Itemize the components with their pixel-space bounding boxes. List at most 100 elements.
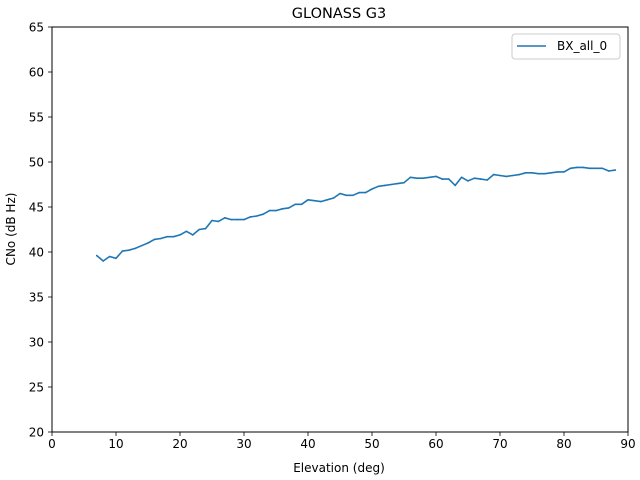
data-point: [217, 220, 220, 223]
x-tick-label: 40: [300, 437, 315, 451]
y-tick-label: 25: [29, 381, 44, 395]
data-point: [556, 171, 559, 173]
y-tick-label: 55: [29, 111, 44, 125]
plot-frame: [51, 26, 629, 433]
data-point: [563, 171, 565, 173]
data-point: [499, 174, 501, 177]
y-axis: 20 25 30 35 40 45 50 55 60 65: [29, 21, 52, 440]
data-point: [537, 172, 540, 175]
data-point: [454, 184, 457, 187]
data-point: [198, 228, 200, 231]
data-point: [102, 260, 104, 262]
data-point: [588, 167, 591, 170]
x-tick-label: 70: [492, 437, 507, 451]
data-point: [441, 178, 444, 180]
data-point: [595, 167, 597, 170]
data-point: [294, 203, 297, 206]
y-tick-label: 45: [29, 201, 44, 215]
data-point: [185, 230, 188, 233]
y-tick-label: 65: [29, 21, 44, 35]
data-point: [403, 181, 405, 184]
data-point: [544, 172, 546, 175]
data-point: [281, 208, 284, 210]
y-tick-label: 40: [29, 246, 44, 260]
data-point: [243, 218, 245, 221]
data-point: [582, 166, 584, 169]
data-point: [211, 219, 213, 222]
plot-area: [51, 26, 629, 433]
data-point: [505, 175, 508, 178]
data-point: [390, 183, 393, 186]
data-point: [300, 203, 303, 206]
y-tick-label: 50: [29, 156, 44, 170]
data-point: [313, 199, 316, 202]
data-point: [320, 200, 322, 203]
data-point: [288, 207, 290, 209]
data-point: [160, 237, 162, 240]
data-point: [332, 197, 335, 199]
data-point: [364, 191, 367, 194]
y-tick-label: 35: [29, 291, 44, 305]
data-point: [140, 244, 143, 247]
data-point: [268, 209, 271, 212]
data-point: [467, 180, 469, 182]
data-point: [179, 234, 181, 236]
data-point: [345, 194, 348, 197]
data-point: [358, 191, 361, 194]
data-point: [422, 177, 425, 179]
data-point: [448, 178, 450, 180]
x-tick-label: 60: [428, 437, 443, 451]
legend-box: [511, 33, 621, 60]
data-point: [518, 173, 520, 176]
data-point: [377, 185, 380, 188]
data-point: [384, 184, 386, 187]
x-tick-label: 30: [236, 437, 251, 451]
data-point: [255, 215, 258, 217]
data-point: [134, 247, 136, 250]
data-point: [550, 172, 552, 174]
data-point: [128, 249, 130, 251]
chart-title: GLONASS G3: [292, 6, 386, 22]
data-point: [147, 242, 149, 244]
data-point: [204, 227, 207, 230]
data-point: [435, 175, 437, 178]
data-point: [473, 177, 476, 179]
y-tick-label: 20: [29, 426, 44, 440]
series-line-bx-all-0: [96, 166, 617, 262]
x-tick-label: 80: [556, 437, 571, 451]
data-point: [531, 172, 533, 174]
data-point: [166, 235, 168, 238]
data-point: [96, 254, 98, 257]
data-point: [601, 167, 604, 170]
x-tick-label: 50: [364, 437, 379, 451]
legend-label-bx-all-0: BX_all_0: [557, 39, 607, 53]
data-point: [486, 179, 489, 181]
data-point: [236, 218, 239, 221]
y-tick-label: 30: [29, 336, 44, 350]
data-point: [576, 166, 578, 169]
data-point: [569, 167, 572, 170]
data-point: [307, 199, 309, 201]
data-point: [153, 238, 156, 241]
data-point: [326, 199, 329, 201]
data-point: [172, 235, 175, 238]
x-tick-label: 10: [108, 437, 123, 451]
x-tick-label: 90: [620, 437, 635, 451]
data-point: [230, 218, 232, 221]
y-tick-label: 60: [29, 66, 44, 80]
data-point: [460, 176, 463, 179]
data-point: [371, 188, 373, 190]
data-point: [192, 234, 194, 236]
data-point: [608, 170, 610, 172]
data-point: [115, 257, 117, 260]
data-point: [428, 176, 431, 179]
data-point: [512, 174, 514, 177]
data-point: [249, 216, 252, 218]
y-axis-label: CNo (dB Hz): [4, 193, 18, 266]
data-point: [262, 213, 265, 215]
data-point: [480, 178, 482, 180]
x-tick-label: 0: [48, 437, 56, 451]
x-tick-label: 20: [172, 437, 187, 451]
data-point: [121, 250, 124, 252]
